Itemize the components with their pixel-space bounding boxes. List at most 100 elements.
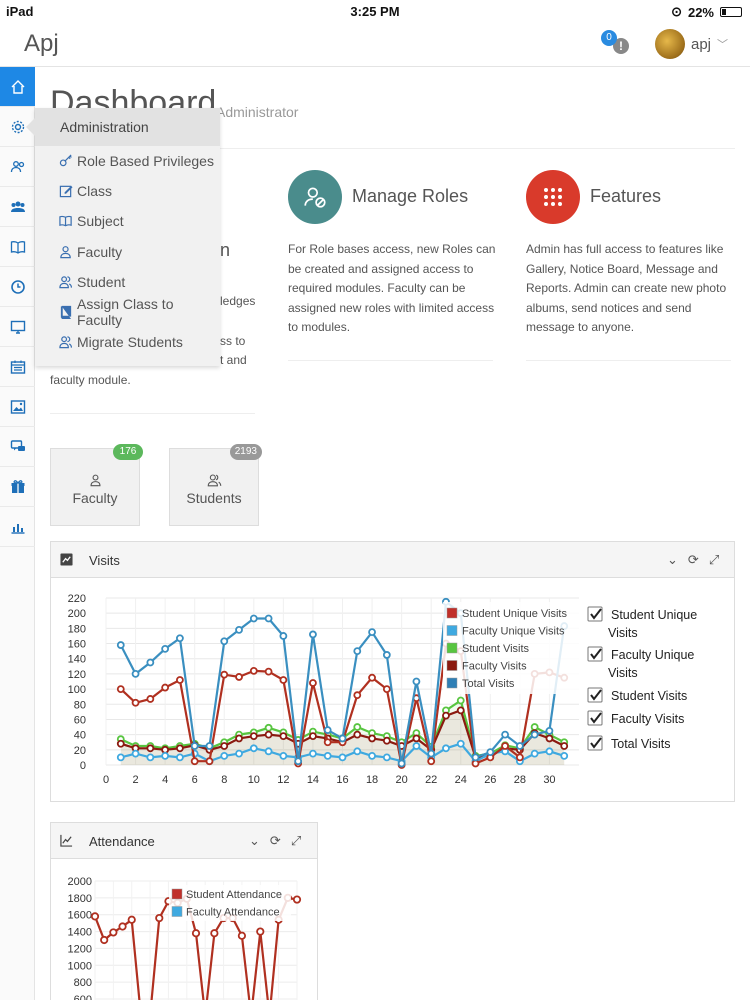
attendance-chart: 600 800 1000 1200 1400 1600 1800 2000 Student At… xyxy=(68,876,302,1000)
user-menu[interactable]: apj ﹀ xyxy=(655,29,728,59)
data-point xyxy=(205,757,214,766)
data-point xyxy=(190,757,199,766)
series-toggle-label[interactable]: Visits xyxy=(608,626,638,640)
expand-icon[interactable]: ⤢ xyxy=(290,833,302,848)
students-tile[interactable]: 2193 Students xyxy=(169,444,262,526)
data-point xyxy=(235,749,243,758)
data-point xyxy=(515,753,524,762)
sidebar-item-users[interactable] xyxy=(0,147,35,187)
data-point xyxy=(353,691,362,700)
divider xyxy=(50,413,255,414)
series-toggle-label[interactable]: Faculty Visits xyxy=(611,712,684,726)
sidebar-item-gear[interactable] xyxy=(0,107,35,147)
series-checkbox[interactable] xyxy=(587,735,603,751)
series-checkbox[interactable] xyxy=(587,606,603,622)
sidebar-item-home[interactable] xyxy=(0,67,35,107)
legend-label: Faculty Attendance xyxy=(186,907,280,919)
hidden-card-text-fragment: faculty module. xyxy=(50,373,131,387)
data-point xyxy=(382,736,391,745)
users-icon xyxy=(10,160,24,172)
manage-roles-title[interactable]: Manage Roles xyxy=(352,186,469,206)
data-point xyxy=(176,676,184,684)
sidebar-item-monitor[interactable] xyxy=(0,307,35,347)
menu-item-class[interactable]: Class xyxy=(35,176,220,206)
menu-item-role-based-privileges[interactable]: Role Based Privileges xyxy=(35,146,220,176)
data-point xyxy=(338,753,347,762)
menu-item-migrate-students[interactable]: Migrate Students xyxy=(35,327,220,357)
data-point xyxy=(456,739,465,748)
sidebar-item-calendar[interactable] xyxy=(0,347,35,387)
sidebar-item-group[interactable] xyxy=(0,187,35,227)
book-open-icon xyxy=(59,214,73,228)
visits-panel-body: 0 20 40 60 80 100 120 140 160 180 200 220 0 2 4 6 8 10 12 1… xyxy=(51,578,734,806)
menu-item-assign-class-to-faculty[interactable]: Assign Class to Faculty xyxy=(35,296,220,329)
faculty-tile[interactable]: 176 Faculty xyxy=(50,444,143,526)
data-point xyxy=(155,913,164,923)
attendance-panel-header: Attendance ⌄ ⟳ ⤢ xyxy=(51,823,317,859)
series-toggle-list: Student Unique Visits Faculty Unique Visits… xyxy=(587,606,697,751)
data-point xyxy=(323,726,332,734)
y-tick-label: 1800 xyxy=(68,893,92,905)
user-icon xyxy=(59,245,73,259)
y-tick-label: 160 xyxy=(68,639,86,651)
series-toggle-label[interactable]: Student Unique xyxy=(611,608,697,622)
sidebar-item-clock[interactable] xyxy=(0,267,35,307)
user-name: apj xyxy=(691,35,712,53)
data-point xyxy=(256,927,265,936)
series-toggle-label[interactable]: Total Visits xyxy=(611,737,671,751)
sidebar-item-book[interactable] xyxy=(0,227,35,267)
features-title[interactable]: Features xyxy=(590,186,662,206)
refresh-icon[interactable]: ⟳ xyxy=(269,833,281,848)
series-checkbox[interactable] xyxy=(587,710,603,726)
data-point xyxy=(220,637,229,646)
series-checkbox[interactable] xyxy=(587,646,603,662)
data-point xyxy=(368,628,376,637)
y-tick-label: 180 xyxy=(68,623,86,635)
y-tick-label: 1200 xyxy=(68,943,92,955)
menu-item-student[interactable]: Student xyxy=(35,267,220,297)
data-point xyxy=(190,742,199,750)
data-point xyxy=(90,912,100,921)
sidebar-item-chat[interactable] xyxy=(0,427,35,467)
refresh-icon[interactable]: ⟳ xyxy=(687,552,699,567)
data-point xyxy=(397,759,406,768)
data-point xyxy=(205,742,214,750)
data-point xyxy=(412,734,421,743)
series-toggle-label[interactable]: Visits xyxy=(608,666,638,680)
sidebar-item-bar-chart[interactable] xyxy=(0,507,35,547)
data-point xyxy=(235,625,243,634)
grid-dots-icon xyxy=(526,170,580,224)
home-icon xyxy=(11,79,24,94)
series-toggle-label[interactable]: Student Visits xyxy=(611,689,687,703)
data-point xyxy=(545,734,554,743)
data-point xyxy=(146,658,155,667)
x-tick-label: 0 xyxy=(103,774,109,786)
data-point xyxy=(471,753,480,762)
hidden-card-text-fragment: ss to xyxy=(220,334,246,348)
series-area xyxy=(120,700,565,765)
y-tick-label: 800 xyxy=(74,977,92,989)
data-point xyxy=(530,749,539,758)
y-tick-label: 0 xyxy=(80,760,86,772)
divider xyxy=(288,359,493,361)
sidebar-item-gift[interactable] xyxy=(0,467,35,507)
data-point xyxy=(471,759,480,768)
data-point xyxy=(530,730,539,739)
expand-icon[interactable]: ⤢ xyxy=(708,552,720,567)
data-point xyxy=(368,734,376,743)
sidebar-item-image[interactable] xyxy=(0,387,35,427)
hidden-card-title-fragment: n xyxy=(220,240,231,260)
notifications-button[interactable]: ! 0 xyxy=(601,30,631,56)
features-description: Admin has full access to features like G… xyxy=(526,242,727,334)
brand-logo[interactable]: Apj xyxy=(24,30,59,57)
y-tick-label: 40 xyxy=(74,730,86,742)
series-toggle-label[interactable]: Faculty Unique xyxy=(611,648,694,662)
menu-item-label: Assign Class to Faculty xyxy=(77,296,174,329)
menu-item-faculty[interactable]: Faculty xyxy=(35,237,220,267)
data-point xyxy=(382,651,391,659)
chevron-down-icon[interactable]: ⌄ xyxy=(667,552,678,567)
series-checkbox[interactable] xyxy=(587,687,603,703)
menu-item-subject[interactable]: Subject xyxy=(35,206,220,236)
chevron-down-icon[interactable]: ⌄ xyxy=(249,833,260,848)
data-point xyxy=(146,695,155,703)
